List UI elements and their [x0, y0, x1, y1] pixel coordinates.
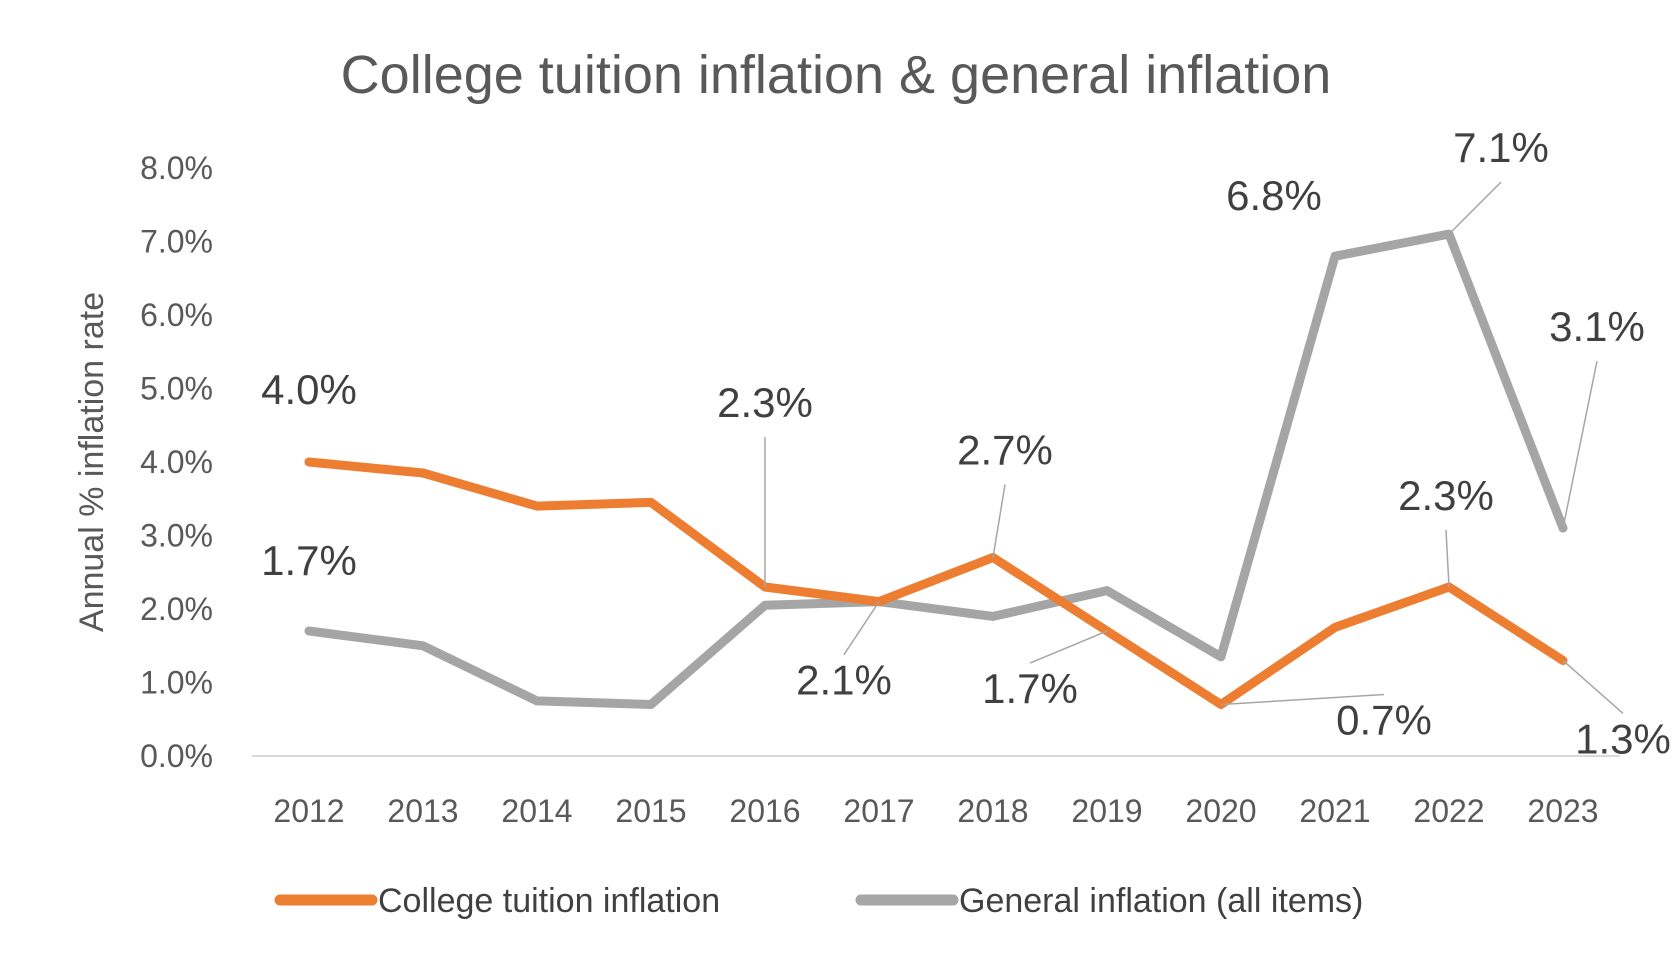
data-label-leader — [1220, 693, 1385, 706]
y-tick-label: 4.0% — [140, 444, 213, 480]
y-tick-label: 6.0% — [140, 297, 213, 333]
data-label-tuition: 0.7% — [1336, 697, 1432, 744]
legend: College tuition inflation General inflat… — [274, 882, 1363, 920]
y-tick-label: 8.0% — [140, 150, 213, 186]
x-tick-label: 2012 — [273, 793, 344, 829]
series-line-general — [304, 229, 1568, 709]
data-label-tuition: 4.0% — [261, 366, 357, 413]
x-tick-label: 2013 — [387, 793, 458, 829]
data-label-tuition: 2.3% — [1398, 472, 1494, 519]
data-label-general: 7.1% — [1453, 124, 1549, 171]
y-axis-title: Annual % inflation rate — [73, 292, 111, 632]
data-label-leaders — [764, 181, 1624, 715]
data-label-leader — [1029, 630, 1108, 664]
legend-item-tuition: College tuition inflation — [274, 882, 720, 920]
data-label-tuition: 1.7% — [982, 665, 1078, 712]
data-label-leader — [1445, 529, 1450, 587]
y-tick-label: 5.0% — [140, 371, 213, 407]
y-axis-ticks: 0.0% 1.0% 2.0% 3.0% 4.0% 5.0% 6.0% 7.0% 8.0% — [140, 150, 213, 774]
data-label-tuition: 1.3% — [1575, 715, 1671, 762]
y-tick-label: 7.0% — [140, 224, 213, 260]
data-label-tuition: 2.3% — [717, 379, 813, 426]
series-line-tuition — [304, 457, 1568, 709]
x-tick-label: 2021 — [1299, 793, 1370, 829]
data-label-tuition: 2.7% — [957, 427, 1053, 474]
data-label-leader — [1562, 361, 1598, 529]
x-tick-label: 2023 — [1527, 793, 1598, 829]
data-label-leader — [843, 601, 880, 656]
y-tick-label: 2.0% — [140, 591, 213, 627]
data-label-leader — [1448, 181, 1502, 235]
y-tick-label: 3.0% — [140, 518, 213, 554]
chart-title: College tuition inflation & general infl… — [341, 45, 1332, 105]
x-tick-label: 2015 — [615, 793, 686, 829]
x-tick-label: 2020 — [1185, 793, 1256, 829]
legend-label-tuition: College tuition inflation — [378, 882, 720, 920]
legend-item-general: General inflation (all items) — [855, 882, 1363, 920]
legend-label-general: General inflation (all items) — [959, 882, 1363, 920]
x-axis-ticks: 2012 2013 2014 2015 2016 2017 2018 2019 2020 2021… — [273, 793, 1598, 829]
x-tick-label: 2018 — [957, 793, 1028, 829]
x-tick-label: 2014 — [501, 793, 572, 829]
data-label-leader — [992, 484, 1006, 558]
series-lines — [304, 229, 1568, 709]
x-tick-label: 2022 — [1413, 793, 1484, 829]
data-label-leader — [1562, 659, 1624, 715]
y-tick-label: 0.0% — [140, 738, 213, 774]
x-tick-label: 2016 — [729, 793, 800, 829]
data-labels: 4.0% 2.3% 2.1% 2.7% 1.7% 0.7% 2.3% 1.3% 1.7% 6.8%… — [261, 124, 1671, 762]
x-tick-label: 2017 — [843, 793, 914, 829]
data-label-general: 3.1% — [1549, 303, 1645, 350]
x-tick-label: 2019 — [1071, 793, 1142, 829]
data-label-general: 6.8% — [1226, 172, 1322, 219]
data-label-tuition: 2.1% — [796, 657, 892, 704]
data-label-general: 1.7% — [261, 537, 357, 584]
y-tick-label: 1.0% — [140, 665, 213, 701]
